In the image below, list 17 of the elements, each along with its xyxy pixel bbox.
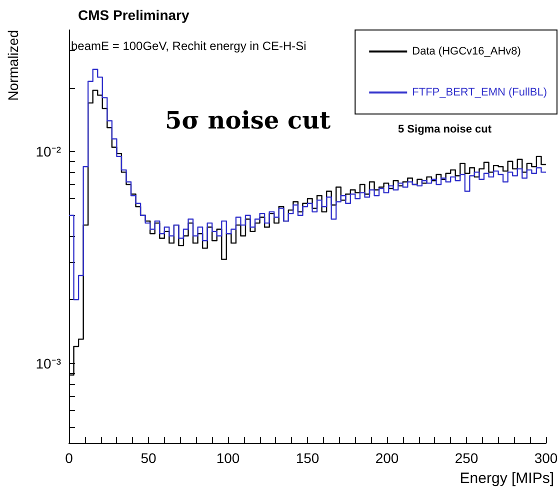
legend-label: Data (HGCv16_AHv8): [412, 46, 521, 58]
y-tick-label: 10⁻³: [36, 355, 62, 372]
x-tick-label: 200: [375, 450, 399, 466]
annotation: 5σ noise cut: [165, 106, 331, 134]
annotation: beamE = 100GeV, Rechit energy in CE-H-Si: [71, 39, 306, 53]
x-axis-title: Energy [MIPs]: [460, 470, 554, 487]
x-tick-label: 150: [296, 450, 320, 466]
x-tick-label: 300: [534, 450, 558, 466]
x-tick-label: 50: [140, 450, 156, 466]
x-tick-label: 250: [454, 450, 478, 466]
x-tick-label: 0: [65, 450, 74, 466]
x-tick-label: 100: [216, 450, 240, 466]
legend-label: FTFP_BERT_EMN (FullBL): [412, 86, 547, 98]
y-tick-label: 10⁻²: [36, 144, 62, 160]
y-axis-title: Normalized: [5, 30, 21, 101]
chart-title: CMS Preliminary: [78, 7, 190, 23]
annotation: 5 Sigma noise cut: [398, 124, 492, 136]
